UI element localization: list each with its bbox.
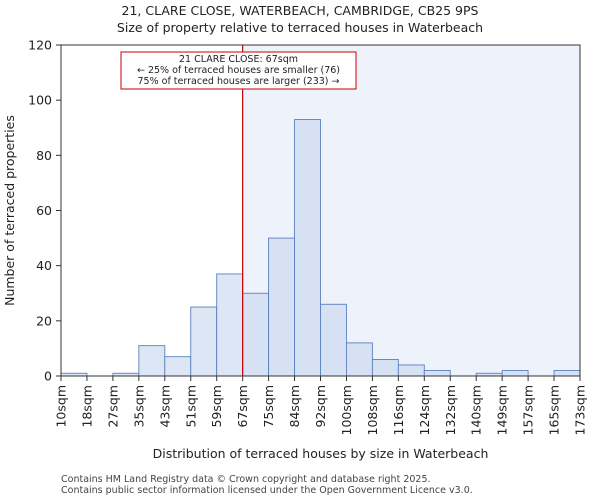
x-tick-label: 59sqm [209, 385, 224, 428]
bar-59sqm [216, 273, 244, 377]
x-tick-label: 116sqm [391, 385, 406, 435]
x-tick-label: 124sqm [417, 385, 432, 435]
bar-108sqm [371, 359, 399, 377]
x-tick-label: 43sqm [157, 385, 172, 428]
x-axis-label: Distribution of terraced houses by size … [153, 446, 489, 461]
chart-title: 21, CLARE CLOSE, WATERBEACH, CAMBRIDGE, … [122, 3, 479, 18]
x-tick-label: 10sqm [54, 385, 69, 428]
x-tick-label: 35sqm [131, 385, 146, 428]
x-tick-label: 18sqm [79, 385, 94, 428]
annotation-line-1: 21 CLARE CLOSE: 67sqm [179, 54, 298, 65]
x-tick-label: 67sqm [235, 385, 250, 428]
y-axis-label: Number of terraced properties [2, 115, 17, 306]
bar-43sqm [164, 356, 192, 377]
x-tick-label: 75sqm [261, 385, 276, 428]
x-tick-label: 92sqm [313, 385, 328, 428]
y-tick-label: 100 [28, 93, 52, 108]
y-tick-label: 40 [36, 258, 52, 273]
y-tick-label: 80 [36, 148, 52, 163]
x-tick-label: 140sqm [469, 385, 484, 435]
y-tick-label: 20 [36, 313, 52, 328]
bar-149sqm [501, 370, 529, 377]
x-tick-label: 84sqm [287, 385, 302, 428]
footer-line-1: Contains HM Land Registry data © Crown c… [61, 474, 431, 485]
x-tick-label: 100sqm [339, 385, 354, 435]
bar-67sqm [242, 292, 270, 377]
x-tick-label: 173sqm [573, 385, 588, 435]
bar-116sqm [397, 364, 425, 377]
bar-92sqm [320, 303, 347, 377]
bar-35sqm [138, 345, 166, 377]
chart-subtitle: Size of property relative to terraced ho… [117, 20, 483, 35]
bar-75sqm [268, 237, 296, 377]
x-tick-label: 157sqm [521, 385, 536, 435]
bar-84sqm [294, 119, 321, 377]
x-tick-label: 165sqm [547, 385, 562, 435]
bar-100sqm [346, 342, 373, 377]
x-tick-label: 132sqm [443, 385, 458, 435]
y-tick-label: 120 [28, 38, 52, 53]
x-tick-label: 27sqm [105, 385, 120, 428]
bar-165sqm [553, 370, 581, 377]
annotation-line-2: ← 25% of terraced houses are smaller (76… [137, 65, 340, 76]
x-tick-label: 51sqm [183, 385, 198, 428]
y-tick-label: 60 [36, 203, 52, 218]
footer-line-2: Contains public sector information licen… [61, 485, 473, 496]
y-tick-label: 0 [44, 369, 52, 384]
annotation-box [120, 51, 357, 90]
x-tick-label: 108sqm [365, 385, 380, 435]
bar-51sqm [190, 306, 218, 377]
bar-124sqm [423, 370, 451, 377]
x-tick-label: 149sqm [495, 385, 510, 435]
annotation-line-3: 75% of terraced houses are larger (233) … [138, 76, 340, 87]
